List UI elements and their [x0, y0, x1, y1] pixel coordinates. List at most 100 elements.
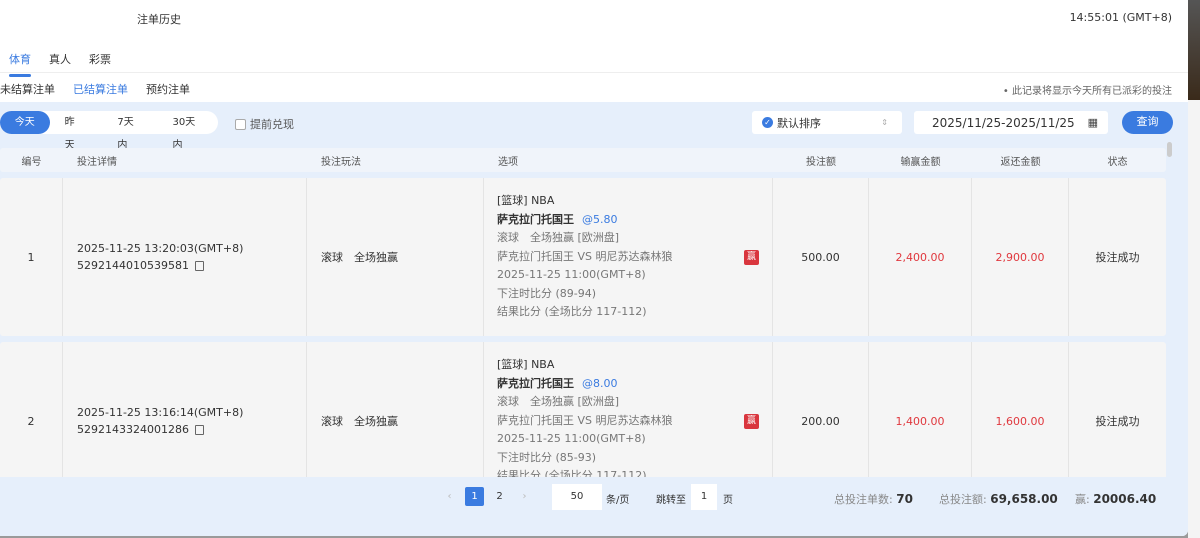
background-page — [1188, 0, 1200, 538]
bet-play: 滚球 全场独赢 — [307, 342, 484, 500]
win-loss: 2,400.00 — [869, 178, 972, 336]
range-30-days[interactable]: 30天内 — [172, 117, 196, 151]
bet-score: 下注时比分 (89-94) — [497, 286, 597, 300]
stake: 200.00 — [773, 342, 869, 500]
category-tabs: 体育 真人 彩票 — [9, 51, 111, 77]
copy-icon[interactable] — [194, 261, 204, 271]
match-time: 2025-11-25 11:00(GMT+8) — [497, 268, 646, 282]
payout: 2,900.00 — [972, 178, 1069, 336]
win-label: 赢: — [1075, 493, 1090, 506]
summary-total: 总投注额: 69,658.00 — [939, 491, 1058, 507]
count-label: 总投注单数: — [834, 493, 893, 506]
table-row: 1 2025-11-25 13:20:03(GMT+8) 529214401053… — [0, 178, 1166, 336]
col-payout: 返还金额 — [1000, 156, 1041, 168]
win-badge: 赢 — [744, 414, 759, 429]
col-win-loss: 输赢金额 — [900, 156, 941, 168]
jump-input[interactable]: 1 — [691, 484, 717, 510]
win-value: 20006.40 — [1093, 492, 1157, 506]
summary-win: 赢: 20006.40 — [1075, 491, 1156, 507]
tab-settled[interactable]: 已结算注单 — [73, 81, 128, 106]
league: [篮球] NBA — [497, 358, 555, 372]
match-time: 2025-11-25 11:00(GMT+8) — [497, 432, 646, 446]
market: 滚球 全场独赢 [欧洲盘] — [497, 231, 620, 245]
odds: @8.00 — [582, 376, 618, 390]
sort-value: 默认排序 — [777, 116, 821, 130]
col-no: 编号 — [21, 156, 42, 168]
summary-count: 总投注单数: 70 — [834, 491, 913, 507]
table-row: 2 2025-11-25 13:16:14(GMT+8) 529214332400… — [0, 342, 1166, 500]
bet-details: 2025-11-25 13:16:14(GMT+8) 52921433240012… — [63, 342, 307, 500]
background-image — [1188, 0, 1200, 100]
bet-option: [篮球] NBA 萨克拉门托国王 @5.80 滚球 全场独赢 [欧洲盘] 萨克拉门… — [484, 178, 773, 336]
tab-reserved[interactable]: 预约注单 — [146, 83, 190, 96]
bet-time: 2025-11-25 13:16:14(GMT+8) — [77, 406, 244, 419]
col-option: 选项 — [498, 156, 518, 168]
page-title: 注单历史 — [137, 13, 181, 26]
tab-sports[interactable]: 体育 — [9, 51, 31, 77]
market: 滚球 全场独赢 [欧洲盘] — [497, 395, 620, 409]
match: 萨克拉门托国王 VS 明尼苏达森林狼 — [497, 249, 673, 263]
range-today[interactable]: 今天 — [0, 111, 50, 134]
stake: 500.00 — [773, 178, 869, 336]
early-cashout-checkbox[interactable]: 提前兑现 — [235, 116, 294, 132]
scrollbar[interactable] — [1167, 142, 1172, 157]
col-details: 投注详情 — [77, 156, 117, 168]
query-button[interactable]: 查询 — [1122, 111, 1173, 134]
divider — [0, 72, 1188, 73]
result-score: 结果比分 (全场比分 117-112) — [497, 305, 647, 319]
checkbox-icon[interactable] — [235, 118, 246, 130]
date-range-value: 2025/11/25-2025/11/25 — [932, 115, 1075, 130]
jump-label: 跳转至 — [656, 495, 686, 506]
page-2-button[interactable]: 2 — [496, 491, 503, 502]
win-badge: 赢 — [744, 250, 759, 265]
range-7-days[interactable]: 7天内 — [117, 117, 134, 151]
tab-lottery[interactable]: 彩票 — [89, 53, 111, 66]
check-circle-icon: ✓ — [762, 117, 773, 128]
date-range-input[interactable]: 2025/11/25-2025/11/25 ▦ — [914, 111, 1108, 134]
count-value: 70 — [896, 492, 913, 506]
range-yesterday[interactable]: 昨天 — [64, 117, 75, 151]
status: 投注成功 — [1095, 415, 1140, 428]
page-1-button[interactable]: 1 — [465, 487, 484, 506]
bet-id: 5292143324001286 — [77, 423, 189, 436]
team: 萨克拉门托国王 — [497, 212, 574, 226]
col-play: 投注玩法 — [321, 156, 361, 168]
total-label: 总投注额: — [939, 493, 987, 506]
team: 萨克拉门托国王 — [497, 376, 574, 390]
status-tabs: 未结算注单 已结算注单 预约注单 — [0, 81, 190, 106]
payout: 1,600.00 — [972, 342, 1069, 500]
page-size-select[interactable]: 50 — [552, 484, 602, 510]
bet-id: 5292144010539581 — [77, 259, 189, 272]
per-page-label: 条/页 — [606, 495, 630, 506]
win-loss: 1,400.00 — [869, 342, 972, 500]
calendar-icon[interactable]: ▦ — [1087, 116, 1098, 129]
status: 投注成功 — [1095, 251, 1140, 264]
checkbox-label: 提前兑现 — [250, 118, 294, 131]
bet-score: 下注时比分 (85-93) — [497, 450, 597, 464]
row-no: 1 — [0, 178, 63, 336]
sort-arrows-icon: ⇕ — [881, 118, 888, 127]
tab-live-casino[interactable]: 真人 — [49, 53, 71, 66]
col-status: 状态 — [1107, 156, 1128, 168]
odds: @5.80 — [582, 212, 618, 226]
total-value: 69,658.00 — [990, 492, 1058, 506]
clock: 14:55:01 (GMT+8) — [1069, 11, 1172, 24]
bet-play: 滚球 全场独赢 — [307, 178, 484, 336]
page-label: 页 — [723, 495, 733, 506]
next-page-button[interactable]: › — [522, 491, 527, 502]
table-header: 编号 投注详情 投注玩法 选项 投注额 输赢金额 返还金额 状态 — [0, 148, 1166, 172]
col-stake: 投注额 — [806, 156, 836, 168]
tab-unsettled[interactable]: 未结算注单 — [0, 83, 55, 96]
prev-page-button[interactable]: ‹ — [447, 491, 452, 502]
match: 萨克拉门托国王 VS 明尼苏达森林狼 — [497, 413, 673, 427]
row-no: 2 — [0, 342, 63, 500]
info-note: • 此记录将显示今天所有已派彩的投注 — [1002, 86, 1172, 97]
bet-option: [篮球] NBA 萨克拉门托国王 @8.00 滚球 全场独赢 [欧洲盘] 萨克拉门… — [484, 342, 773, 500]
date-range-selector: 今天 昨天 7天内 30天内 — [0, 111, 218, 151]
league: [篮球] NBA — [497, 194, 555, 208]
copy-icon[interactable] — [194, 425, 204, 435]
bet-time: 2025-11-25 13:20:03(GMT+8) — [77, 242, 244, 255]
sort-select[interactable]: ✓ 默认排序 ⇕ — [752, 111, 902, 134]
bet-details: 2025-11-25 13:20:03(GMT+8) 52921440105395… — [63, 178, 307, 336]
